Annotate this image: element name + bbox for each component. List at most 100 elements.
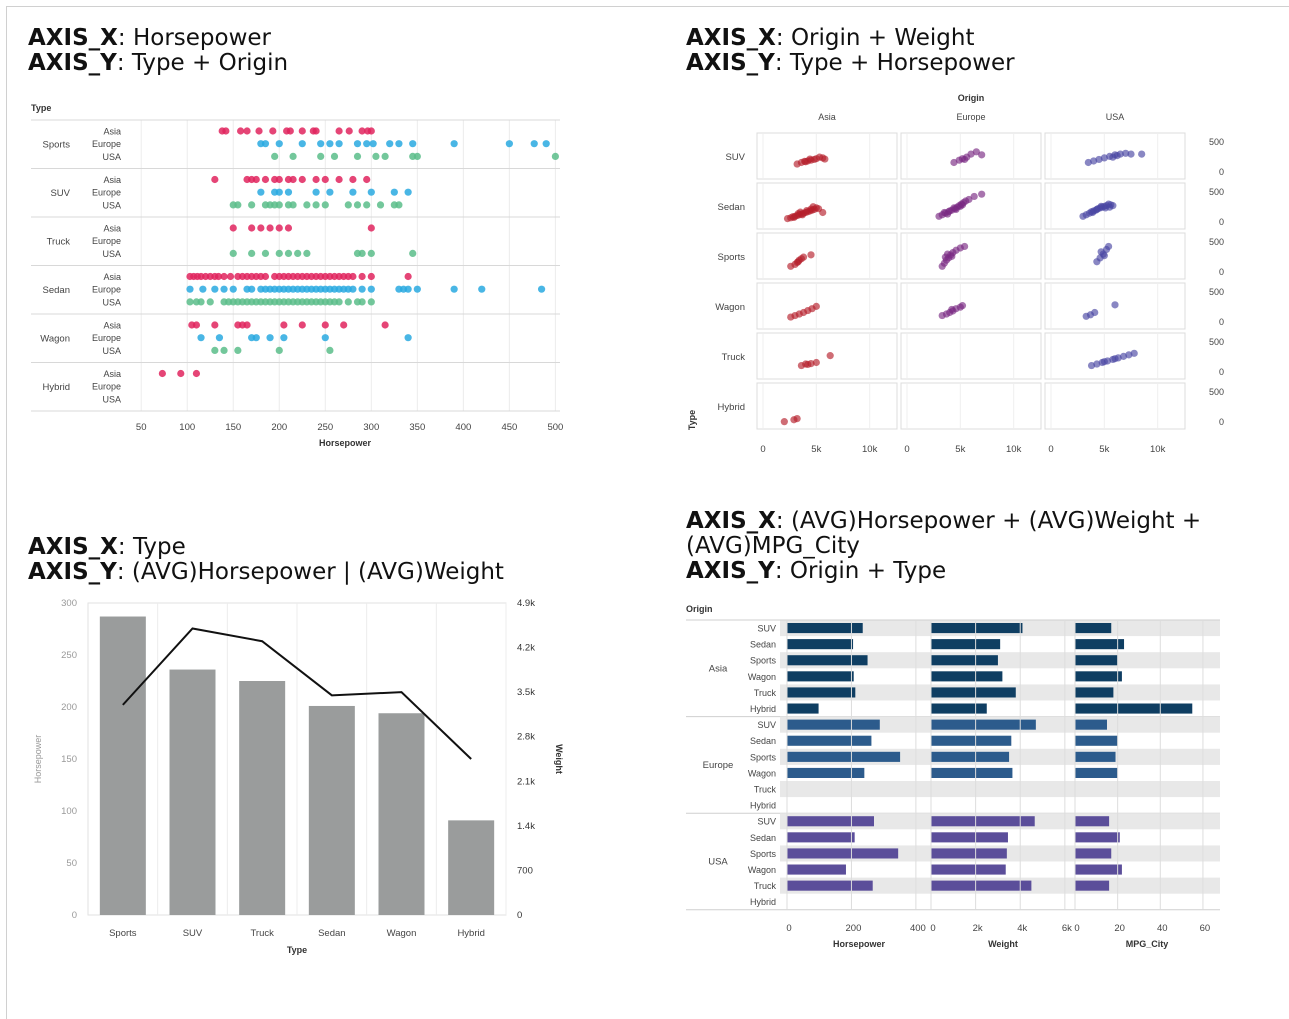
panel4-bar	[931, 880, 1032, 891]
panel2-row-label: Hybrid	[718, 402, 745, 413]
panel2-point	[1138, 150, 1146, 158]
panel2-row-label: Wagon	[715, 302, 745, 313]
panel1-point	[542, 140, 550, 148]
panel1-point	[261, 249, 270, 257]
panel1-point	[192, 321, 201, 329]
panel1-point	[229, 285, 237, 293]
panel4-origin-label: USA	[708, 857, 728, 868]
panel3-y-tick: 250	[61, 650, 77, 661]
panel1-point	[381, 152, 389, 160]
panel4-type-label: Truck	[754, 881, 777, 891]
panel1-origin-label: Europe	[92, 236, 121, 246]
panel4-bar	[1075, 623, 1112, 634]
panel1-point	[369, 140, 377, 148]
panel1-point	[312, 201, 320, 209]
panel2-point	[821, 155, 829, 163]
panel2-point	[796, 208, 804, 216]
title-key: AXIS_Y	[28, 50, 117, 76]
panel2-y-tick: 0	[1219, 417, 1224, 427]
panel1-point	[298, 127, 306, 135]
panel4-bar	[787, 687, 856, 698]
panel2-point	[804, 360, 812, 368]
panel2-x-tick: 0	[904, 444, 909, 455]
panel1-point	[248, 224, 256, 232]
panel1-point	[358, 127, 366, 135]
panel1-group-label: Sports	[43, 140, 71, 151]
panel1-point	[229, 224, 237, 232]
panel3-x-tick: Truck	[250, 928, 274, 939]
panel1-point	[266, 334, 274, 342]
panel1-origin-label: Asia	[103, 224, 121, 234]
panel2-point	[978, 151, 986, 159]
panel4-bar	[1075, 751, 1116, 762]
panel1-point	[303, 201, 311, 209]
panel1-origin-label: USA	[102, 249, 121, 259]
panel1-point	[413, 285, 421, 293]
panel2-facet-frame	[756, 332, 898, 380]
panel3-x-title: Type	[287, 945, 307, 955]
panel2-facet-frame	[1044, 332, 1186, 380]
panel3-x-tick: Sports	[109, 928, 137, 939]
title-line: AXIS_X: Horsepower	[28, 26, 288, 51]
panel1-point	[340, 321, 348, 329]
panel1-point	[257, 224, 265, 232]
panel2-facet-frame	[756, 282, 898, 330]
panel1-point	[271, 152, 279, 160]
panel1-point	[367, 188, 375, 196]
panel1-point	[390, 188, 398, 196]
panel2-point	[958, 201, 967, 209]
panel4-type-label: Hybrid	[750, 704, 776, 714]
panel4-bar	[1075, 864, 1122, 875]
panel1-group-label: SUV	[50, 188, 70, 199]
panel4-bar	[931, 719, 1036, 730]
panel2-y-tick: 0	[1219, 267, 1224, 277]
panel1-origin-label: Asia	[103, 175, 121, 185]
panel1-point	[381, 321, 389, 329]
panel2-x-tick: 5k	[1099, 444, 1109, 455]
panel4-x-tick: 2k	[973, 923, 983, 934]
panel2-y-tick: 0	[1219, 217, 1224, 227]
panel1-origin-label: Asia	[103, 127, 121, 137]
panel1-point	[358, 272, 366, 281]
panel1-point	[530, 140, 538, 148]
panel2-facet-frame	[756, 232, 898, 280]
panel2-point	[965, 195, 973, 204]
panel4-bar	[931, 639, 1001, 650]
panel1-point	[353, 140, 362, 148]
panel1-point	[284, 249, 293, 257]
panel1-point	[409, 249, 417, 257]
panel4-bar	[1075, 655, 1118, 666]
panel3-y2-tick: 2.1k	[517, 776, 535, 787]
panel1-point	[248, 285, 256, 293]
panel1-point	[404, 272, 412, 281]
panel2-point	[1109, 153, 1117, 161]
panel2-point	[819, 208, 827, 217]
panel1-point	[186, 285, 194, 293]
panel2-point	[812, 358, 820, 367]
panel1-point	[303, 249, 311, 257]
panel2-point	[790, 213, 798, 222]
panel2-point	[794, 258, 802, 266]
panel4-x-title: MPG_City	[1126, 939, 1169, 949]
panel4-bar	[1075, 735, 1118, 746]
panel1-point	[243, 321, 251, 329]
panel1-point	[220, 346, 228, 354]
panel2-facet-frame	[900, 332, 1042, 380]
panel1-point	[409, 140, 417, 148]
panel2-row-title: Type	[687, 410, 697, 430]
panel1-point	[211, 346, 219, 354]
panel4-row-title: Origin	[686, 604, 713, 614]
panel1-point	[284, 224, 293, 232]
panel1-point	[298, 175, 306, 184]
panel4-bar	[931, 623, 1023, 634]
panel1-point	[478, 285, 486, 293]
panel1-point	[367, 285, 375, 293]
title-value: : Type + Horsepower	[774, 50, 1015, 76]
panel1-point	[275, 249, 283, 257]
panel1-point	[321, 175, 329, 184]
panel3-x-tick: Hybrid	[457, 928, 484, 939]
panel1-point	[367, 249, 375, 257]
panel1-point	[237, 127, 245, 135]
panel1-origin-label: USA	[102, 394, 121, 404]
